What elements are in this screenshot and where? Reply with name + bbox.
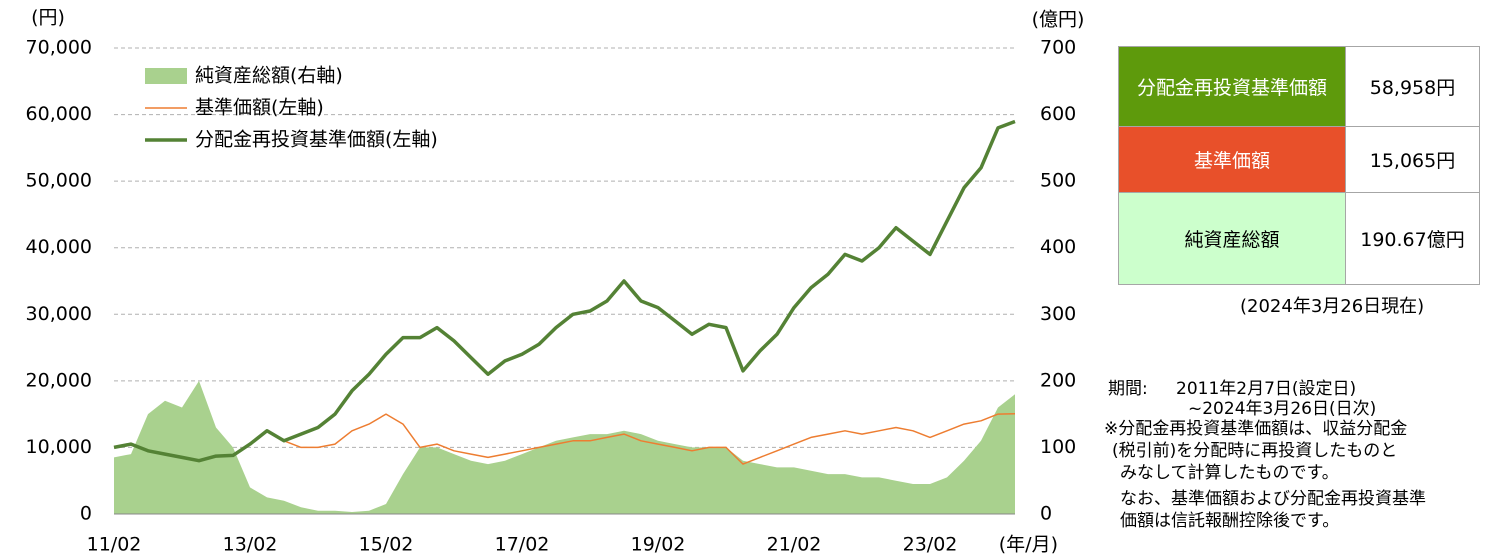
- x-tick-label: 19/02: [631, 534, 686, 556]
- y2-tick-label: 500: [1040, 170, 1076, 192]
- chart: (円) (億円) (年/月) 0 10,000 20,000 30,000 40,000…: [26, 7, 1085, 556]
- note-line: みなして計算したものです。: [1120, 463, 1339, 483]
- line: [113, 119, 1016, 463]
- table-value: 190.67億円: [1345, 192, 1480, 285]
- x-tick-label: 21/02: [767, 534, 822, 556]
- y-tick-label: 60,000: [26, 103, 92, 125]
- x-tick-label: 11/02: [87, 534, 142, 556]
- x-axis-unit: (年/月): [999, 534, 1058, 556]
- side-panel: 分配金再投資基準価額 58,958円 基準価額 15,065円 純資産総額 190.6…: [1100, 0, 1490, 556]
- x-tick-label: 23/02: [903, 534, 958, 556]
- x-tick-label: 13/02: [223, 534, 278, 556]
- y-axis-label: (円): [31, 7, 65, 29]
- note-line: ※分配金再投資基準価額は、収益分配金: [1104, 419, 1408, 439]
- y-tick-label: 70,000: [26, 37, 92, 59]
- x-tick-label: 17/02: [495, 534, 550, 556]
- table-label: 分配金再投資基準価額: [1118, 46, 1346, 127]
- period-end: ~2024年3月26日(日次): [1188, 399, 1377, 419]
- legend-label: 分配金再投資基準価額(左軸): [195, 129, 438, 151]
- x-tick-label: 15/02: [359, 534, 414, 556]
- table-label: 純資産総額: [1118, 192, 1346, 285]
- y2-tick-label: 600: [1040, 103, 1076, 125]
- y2-axis-label: (億円): [1032, 9, 1085, 31]
- y-tick-label: 10,000: [26, 436, 92, 458]
- y-tick-label: 50,000: [26, 170, 92, 192]
- as-of-date: (2024年3月26日現在): [1240, 296, 1425, 317]
- note-line: なお、基準価額および分配金再投資基準: [1120, 489, 1426, 509]
- y-tick-label: 30,000: [26, 303, 92, 325]
- y2-tick-label: 0: [1040, 503, 1052, 525]
- legend-label: 純資産総額(右軸): [195, 65, 343, 87]
- legend-label: 基準価額(左軸): [195, 97, 324, 119]
- y-tick-label: 40,000: [26, 236, 92, 258]
- y2-tick-label: 100: [1040, 436, 1076, 458]
- period-label: 期間:: [1108, 379, 1148, 399]
- note-line: (税引前)を分配時に再投資したものと: [1112, 441, 1398, 461]
- y2-tick-label: 400: [1040, 236, 1076, 258]
- table-value: 15,065円: [1345, 126, 1480, 193]
- y2-tick-label: 200: [1040, 369, 1076, 391]
- legend-swatch: [145, 68, 187, 84]
- y-tick-label: 0: [80, 503, 92, 525]
- period-start: 2011年2月7日(設定日): [1176, 379, 1357, 399]
- summary-table: 分配金再投資基準価額 58,958円 基準価額 15,065円 純資産総額 190.6…: [1118, 46, 1480, 285]
- y-tick-label: 20,000: [26, 369, 92, 391]
- table-value: 58,958円: [1345, 46, 1480, 127]
- note-line: 価額は信託報酬控除後です。: [1120, 511, 1340, 531]
- table-label: 基準価額: [1118, 126, 1346, 193]
- area: [114, 380, 1015, 514]
- y2-tick-label: 300: [1040, 303, 1076, 325]
- y2-tick-label: 700: [1040, 37, 1076, 59]
